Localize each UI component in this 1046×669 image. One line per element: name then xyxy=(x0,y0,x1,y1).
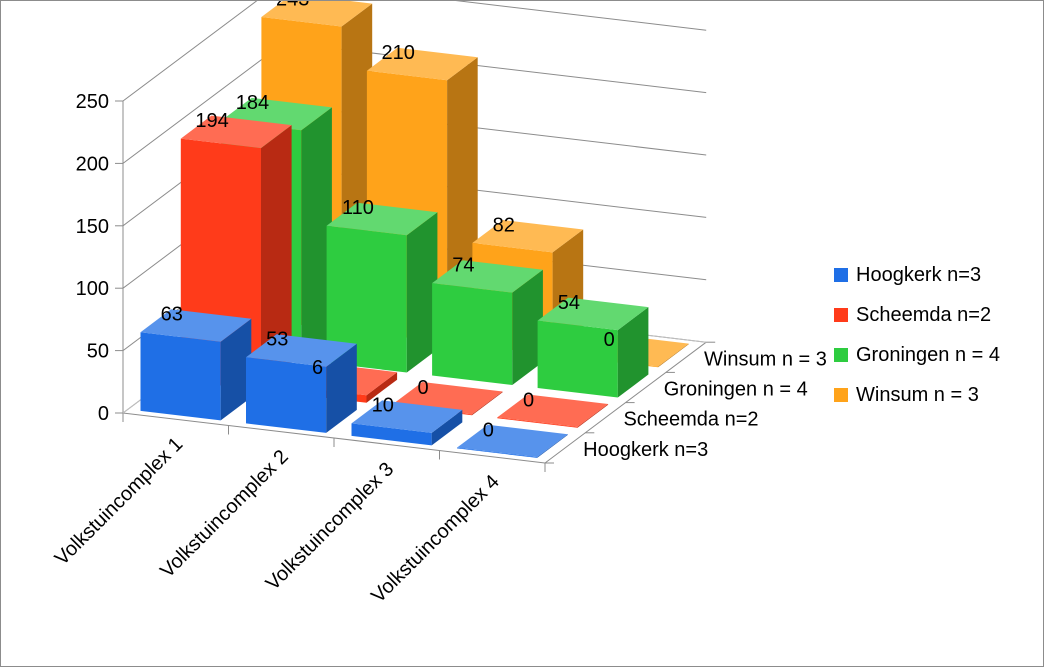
bar-front-face xyxy=(246,357,327,433)
bar-hoogkerk-3 xyxy=(351,400,463,446)
legend-label-groningen: Groningen n = 4 xyxy=(856,343,1000,366)
chart-bars xyxy=(140,1,689,458)
bar-groningen-2 xyxy=(326,202,438,373)
data-label: 63 xyxy=(161,304,183,326)
bar-hoogkerk-4 xyxy=(457,424,568,458)
bar-groningen-3 xyxy=(432,260,543,385)
data-label: 110 xyxy=(342,197,374,219)
bar-hoogkerk-1 xyxy=(140,309,252,421)
depth-label: Scheemda n=2 xyxy=(623,409,758,431)
bar-top-face xyxy=(497,394,609,427)
data-label: 0 xyxy=(418,377,429,399)
legend-swatch-hoogkerk xyxy=(834,268,848,282)
bar-side-face xyxy=(512,269,543,385)
data-label: 6 xyxy=(312,357,323,379)
x-category-label: Volkstuincomplex 4 xyxy=(367,471,504,608)
x-category-label: Volkstuincomplex 1 xyxy=(51,433,188,570)
bar-hoogkerk-2 xyxy=(246,334,357,433)
bar-side-face xyxy=(366,372,398,403)
y-tick-label: 50 xyxy=(87,341,109,363)
bar-groningen-4 xyxy=(537,297,649,398)
data-label: 53 xyxy=(266,329,288,351)
data-label: 184 xyxy=(236,92,269,114)
data-label: 243 xyxy=(276,1,309,10)
data-label: 210 xyxy=(382,42,415,64)
data-label: 0 xyxy=(523,390,534,412)
bar-side-face xyxy=(617,307,649,398)
bar-front-face xyxy=(537,320,618,398)
bar-side-face xyxy=(658,343,689,368)
bar-side-face xyxy=(301,107,332,361)
bar-side-face xyxy=(261,125,292,391)
bar-front-face xyxy=(140,332,221,421)
data-label: 10 xyxy=(372,395,394,417)
bar-front-face xyxy=(326,225,407,373)
bar-top-face xyxy=(140,309,252,342)
data-label: 54 xyxy=(558,292,580,314)
bar-scheemda-4 xyxy=(497,394,609,428)
bar-top-face xyxy=(246,334,357,367)
legend-swatch-groningen xyxy=(834,348,848,362)
legend-label-winsum: Winsum n = 3 xyxy=(856,383,979,406)
depth-label: Winsum n = 3 xyxy=(704,348,827,370)
y-tick-label: 0 xyxy=(98,403,109,425)
bar-top-face xyxy=(351,400,463,433)
bar-top-face xyxy=(457,424,568,458)
y-tick-label: 150 xyxy=(76,216,109,238)
bar-top-face xyxy=(472,220,584,253)
bar-top-face xyxy=(261,1,373,27)
bar-top-face xyxy=(537,297,649,331)
bar-front-face xyxy=(497,417,578,428)
bar-side-face xyxy=(220,318,252,421)
depth-label: Hoogkerk n=3 xyxy=(583,439,708,461)
depth-label: Groningen n = 4 xyxy=(664,379,808,401)
bar-front-face xyxy=(432,283,513,385)
y-tick-label: 200 xyxy=(76,153,109,175)
data-label: 0 xyxy=(604,329,615,351)
legend-item-hoogkerk: Hoogkerk n=3 xyxy=(834,255,1039,295)
bar-front-face xyxy=(351,423,432,446)
data-label: 82 xyxy=(493,214,515,236)
bar-side-face xyxy=(537,434,568,458)
gridline xyxy=(122,1,707,102)
legend-swatch-scheemda xyxy=(834,308,848,322)
data-label: 194 xyxy=(195,110,228,132)
bar-top-face xyxy=(326,202,438,236)
legend-item-groningen: Groningen n = 4 xyxy=(834,335,1039,375)
bar-side-face xyxy=(472,391,503,416)
bar-side-face xyxy=(431,409,463,446)
bar-side-face xyxy=(326,343,357,433)
bar-side-face xyxy=(577,404,609,428)
legend-label-hoogkerk: Hoogkerk n=3 xyxy=(856,263,982,286)
x-category-label: Volkstuincomplex 3 xyxy=(262,458,399,595)
legend-swatch-winsum xyxy=(834,388,848,402)
bar-top-face xyxy=(180,115,292,149)
bar-top-face xyxy=(432,260,543,293)
y-tick-label: 250 xyxy=(76,91,109,113)
data-label: 74 xyxy=(452,254,474,276)
legend-label-scheemda: Scheemda n=2 xyxy=(856,303,992,326)
legend: Hoogkerk n=3 Scheemda n=2 Groningen n = … xyxy=(834,255,1039,415)
y-tick-label: 100 xyxy=(76,278,109,300)
bar-front-face xyxy=(457,447,538,458)
legend-item-winsum: Winsum n = 3 xyxy=(834,375,1039,415)
x-category-label: Volkstuincomplex 2 xyxy=(156,446,293,583)
bar-top-face xyxy=(366,47,478,81)
data-label: 0 xyxy=(483,420,494,442)
legend-item-scheemda: Scheemda n=2 xyxy=(834,295,1039,335)
bar-side-face xyxy=(406,212,438,373)
